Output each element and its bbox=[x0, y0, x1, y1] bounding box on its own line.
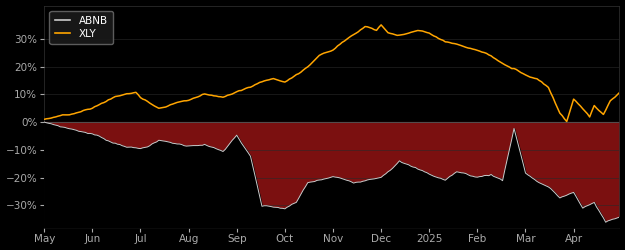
Legend: ABNB, XLY: ABNB, XLY bbox=[49, 11, 113, 44]
